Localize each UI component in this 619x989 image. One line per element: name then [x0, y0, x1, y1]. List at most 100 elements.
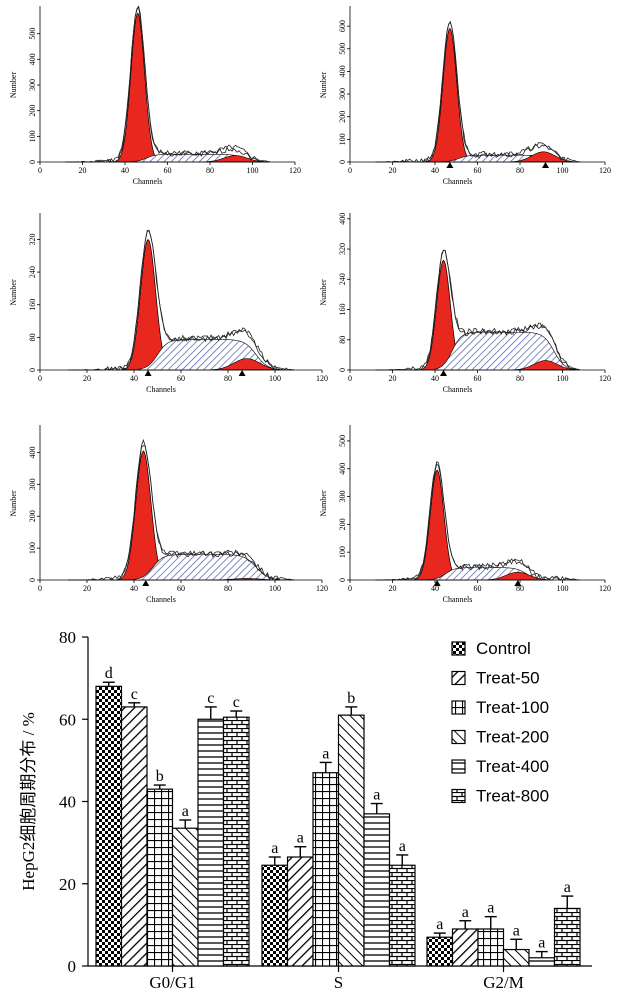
y-tick-label: 300 [338, 88, 347, 100]
y-tick-label: 160 [338, 304, 347, 316]
x-tick-label: 40 [431, 166, 439, 175]
bar [451, 928, 479, 967]
y-axis-label: Number [9, 279, 18, 306]
x-tick-label: 60 [164, 166, 172, 175]
x-tick-label: 100 [557, 166, 569, 175]
bar [553, 907, 581, 967]
bar-y-tick-label: 80 [59, 628, 76, 647]
legend-label: Treat-200 [476, 728, 549, 747]
x-tick-label: 0 [38, 166, 42, 175]
bar-y-tick-label: 60 [59, 710, 76, 729]
significance-letter: a [513, 922, 520, 939]
x-axis-label: Channels [443, 177, 473, 186]
bar [286, 856, 314, 967]
histogram-trace [65, 5, 270, 163]
y-tick-label: 500 [338, 43, 347, 55]
x-tick-label: 120 [316, 374, 328, 383]
histogram-panel-3: 0 20 40 60 80 100 120 0 80 160 240 320 Channels Numbe… [9, 213, 328, 394]
histogram-panel-4: 0 20 40 60 80 100 120 0 80 160 240 320 400 Channels Nu… [319, 213, 611, 394]
y-tick-label: 400 [338, 463, 347, 475]
x-tick-label: 80 [516, 374, 524, 383]
bar [222, 716, 250, 967]
histogram-panels: 0 20 40 60 80 100 1200100200300400500ChannelsN… [9, 5, 611, 604]
histogram-trace [375, 249, 580, 371]
x-tick-label: 60 [474, 584, 482, 593]
legend-label: Treat-400 [476, 757, 549, 776]
s-phase-area [434, 331, 576, 371]
bar [171, 827, 199, 967]
y-tick-label: 0 [28, 368, 37, 372]
gate-marker [144, 370, 152, 376]
x-axis-label: Channels [443, 385, 473, 394]
significance-letter: a [436, 916, 443, 933]
x-tick-label: 0 [348, 166, 352, 175]
x-axis-label: Channels [443, 595, 473, 604]
x-tick-label: 80 [516, 584, 524, 593]
bar-x-tick-label: G2/M [483, 973, 524, 989]
x-axis-label: Channels [146, 385, 176, 394]
significance-letter: a [322, 745, 329, 762]
x-tick-label: 0 [348, 374, 352, 383]
x-tick-label: 20 [83, 374, 91, 383]
bar [477, 928, 505, 967]
legend-label: Treat-100 [476, 698, 549, 717]
gate-marker [238, 370, 246, 376]
histogram-trace [65, 5, 270, 163]
x-tick-label: 40 [121, 166, 129, 175]
x-tick-label: 20 [83, 584, 91, 593]
g2-peak [483, 571, 552, 581]
bar [528, 957, 556, 967]
gate-marker [440, 370, 447, 376]
histogram-panel-5: 0 20 40 60 80 100 120 0 100 200 300 400 Channels Numb… [9, 425, 328, 604]
x-tick-label: 0 [38, 584, 42, 593]
gate-marker [542, 162, 549, 168]
x-tick-label: 100 [557, 374, 569, 383]
x-tick-label: 40 [130, 374, 138, 383]
y-tick-label: 320 [338, 243, 347, 255]
x-tick-label: 80 [224, 584, 232, 593]
x-tick-label: 100 [269, 374, 281, 383]
y-tick-label: 200 [338, 111, 347, 123]
bar [146, 788, 174, 967]
x-tick-label: 20 [79, 166, 87, 175]
x-tick-label: 0 [38, 374, 42, 383]
significance-letter: a [564, 879, 571, 896]
bar-x-tick-label: G0/G1 [149, 973, 195, 989]
legend-swatch [451, 670, 466, 686]
y-tick-label: 300 [338, 491, 347, 503]
significance-letter: a [271, 840, 278, 857]
histogram-panel-1: 0 20 40 60 80 100 120 0 100 200 300 400 500 Channels N… [9, 5, 301, 186]
y-tick-label: 400 [338, 65, 347, 77]
g2-peak [511, 360, 580, 371]
significance-letter: a [487, 900, 494, 917]
y-tick-label: 80 [338, 336, 347, 344]
x-tick-label: 60 [177, 584, 185, 593]
legend-swatch [451, 759, 466, 774]
x-axis-label: Channels [146, 595, 176, 604]
significance-letter: a [462, 904, 469, 921]
x-tick-label: 120 [289, 166, 301, 175]
y-tick-label: 100 [28, 130, 37, 142]
bar [426, 936, 454, 967]
y-tick-label: 200 [28, 105, 37, 117]
g1-peak [420, 27, 480, 163]
gate-marker [446, 162, 454, 168]
y-tick-label: 0 [28, 578, 37, 582]
significance-letter: b [347, 690, 355, 707]
x-tick-label: 80 [206, 166, 214, 175]
x-tick-label: 20 [389, 584, 397, 593]
histogram-trace [375, 20, 580, 163]
bar [95, 685, 123, 967]
bar [197, 718, 225, 967]
x-tick-label: 60 [474, 374, 482, 383]
y-tick-label: 160 [28, 299, 37, 311]
gate-marker [514, 580, 522, 586]
y-tick-label: 300 [28, 79, 37, 91]
x-tick-label: 40 [431, 584, 439, 593]
significance-letter: d [105, 665, 113, 682]
bar-y-tick-label: 0 [68, 957, 77, 976]
legend-label: Control [476, 639, 531, 658]
x-tick-label: 20 [389, 166, 397, 175]
legend-swatch [451, 729, 466, 745]
significance-letter: c [207, 690, 214, 707]
